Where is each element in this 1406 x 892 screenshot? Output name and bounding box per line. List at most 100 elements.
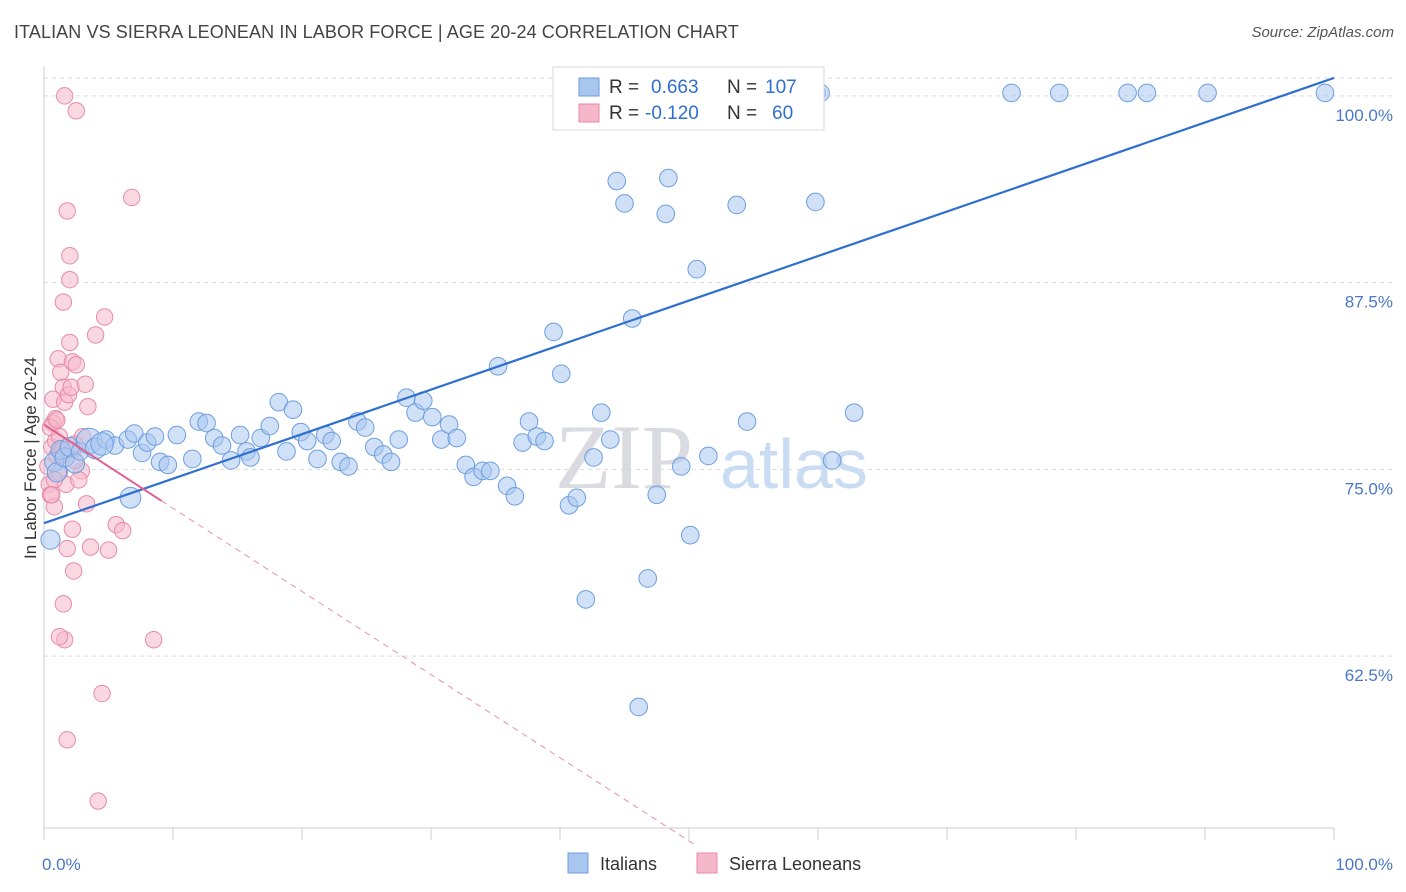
sierra-leonean-point [95, 308, 114, 326]
sierra-leonean-point [58, 539, 76, 558]
italian-point [737, 412, 757, 431]
sierra-leonean-point [50, 628, 69, 646]
y-tick-label: 62.5% [1345, 666, 1393, 685]
italian-point [158, 455, 178, 475]
italian-point [447, 428, 467, 448]
bottom-legend-swatch-italians [567, 852, 589, 874]
sierra-leonean-point [55, 87, 74, 105]
italian-point [607, 171, 627, 191]
sierra-leonean-point [144, 631, 163, 649]
sierra-trend-extension [161, 500, 698, 847]
italian-point [656, 204, 676, 224]
sierra-leonean-point [76, 375, 94, 393]
sierra-leonean-point [86, 326, 105, 344]
italian-point [1002, 83, 1021, 103]
x-tick-label-max: 100.0% [1335, 855, 1393, 874]
bottom-legend-sierra: Sierra Leoneans [729, 854, 861, 874]
italian-point [822, 451, 842, 470]
italian-point [145, 427, 165, 446]
italian-point [671, 457, 691, 476]
italians-trend-line [43, 76, 1335, 525]
italian-point [629, 697, 648, 717]
italian-point [277, 442, 296, 461]
sierra-leonean-point [123, 188, 141, 207]
italian-point [167, 425, 187, 445]
sierra-leonean-point [61, 270, 79, 289]
italian-point [389, 430, 409, 449]
italian-point [260, 416, 280, 436]
sierra-leonean-point [63, 520, 82, 538]
tick-labels: 100.0% 87.5% 75.0% 62.5% 0.0% 100.0% [42, 106, 1393, 874]
x-tick-label-min: 0.0% [42, 855, 81, 874]
sierra-leonean-point [54, 595, 73, 613]
sierra-leonean-point [67, 356, 85, 374]
bottom-legend-italians: Italians [600, 854, 657, 874]
italian-point [544, 322, 563, 342]
italian-point [283, 400, 303, 419]
italian-point [1049, 83, 1069, 103]
legend-swatch-italians [578, 77, 600, 97]
sierra-leonean-point [58, 731, 76, 749]
italian-point [183, 449, 202, 469]
italian-point [212, 436, 232, 455]
italian-point [622, 309, 642, 328]
italian-point [1137, 83, 1157, 103]
italian-point [615, 194, 634, 213]
italian-point [659, 168, 678, 188]
italian-point [1118, 83, 1137, 103]
italian-point [125, 424, 144, 443]
sierra-leonean-point [113, 521, 132, 540]
sierra-leonean-point [93, 684, 111, 703]
chart-title: ITALIAN VS SIERRA LEONEAN IN LABOR FORCE… [14, 22, 739, 42]
watermark-atlas: atlas [720, 425, 868, 503]
bottom-legend: Italians Sierra Leoneans [567, 852, 861, 874]
italian-point [576, 590, 596, 609]
sierra-leonean-point [62, 378, 80, 396]
gridlines [44, 77, 1392, 657]
italian-point [40, 529, 61, 550]
italian-point [551, 364, 571, 384]
sierra-leonean-point [48, 411, 66, 429]
italian-point [481, 461, 500, 481]
italian-point [727, 195, 747, 215]
italian-point [638, 569, 658, 588]
sierra-trend-line [43, 423, 162, 502]
italian-point [230, 425, 250, 445]
trend-lines [43, 76, 1335, 847]
italian-point [308, 449, 327, 469]
italian-point [197, 413, 216, 433]
italian-point [519, 412, 539, 431]
legend-r-value-sierra: -0.120 [645, 103, 699, 124]
italian-point [322, 431, 341, 451]
sierra-leonean-point [79, 397, 97, 416]
legend: R = 0.663 N = 107 R = -0.120 N = 60 [552, 66, 825, 131]
legend-n-label-sierra: N = [727, 103, 757, 124]
sierra-leonean-point [43, 486, 61, 504]
italian-point [687, 259, 707, 279]
sierra-leonean-point [61, 247, 79, 265]
bottom-legend-swatch-sierra [696, 852, 718, 874]
legend-n-value-italians: 107 [765, 77, 797, 98]
italian-point [505, 487, 525, 506]
italian-point [567, 488, 587, 508]
watermark: ZIP atlas [555, 406, 868, 508]
italian-point [806, 192, 825, 212]
legend-r-label-sierra: R = [609, 103, 639, 124]
sierra-leonean-point [99, 541, 118, 559]
y-axis-label: In Labor Force | Age 20-24 [21, 357, 40, 559]
legend-swatch-sierra [578, 103, 600, 123]
legend-r-label-italians: R = [609, 77, 639, 98]
italian-point [90, 432, 114, 456]
source-label: Source: ZipAtlas.com [1251, 24, 1394, 41]
italian-point [535, 431, 554, 451]
sierra-leonean-point [70, 471, 88, 489]
italian-point [584, 448, 603, 467]
y-tick-label: 100.0% [1335, 106, 1393, 125]
sierra-leonean-point [64, 562, 83, 580]
legend-r-value-italians: 0.663 [651, 77, 699, 98]
legend-n-label-italians: N = [727, 77, 757, 98]
italian-point [680, 525, 700, 545]
sierra-leonean-point [67, 102, 85, 120]
italian-point [647, 485, 667, 505]
